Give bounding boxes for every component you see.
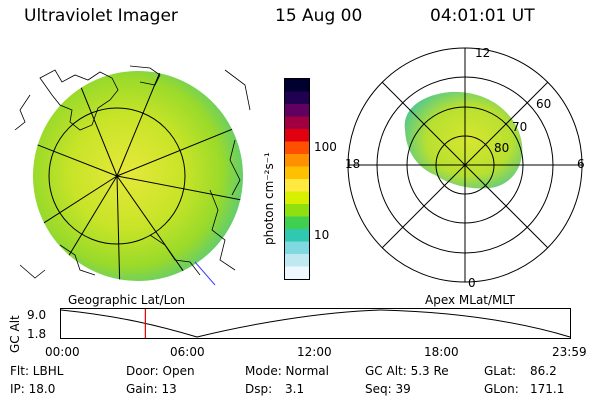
- geographic-disk: [33, 71, 243, 281]
- timeline-ytick-max: 9.0: [27, 308, 47, 322]
- info-flt: Flt: LBHL: [10, 364, 64, 378]
- colorbar: [284, 78, 310, 280]
- mlt-label-18: 18: [345, 157, 361, 171]
- geographic-image: [14, 65, 251, 286]
- colorbar-tick-100: 100: [314, 140, 337, 154]
- info-ip: IP: 18.0: [10, 382, 56, 396]
- colorbar-segment: [285, 141, 309, 155]
- orbit-altitude-curve: [60, 309, 571, 338]
- info-door: Door: Open: [126, 364, 195, 378]
- timeline-xtick-1800: 18:00: [424, 345, 459, 359]
- colorbar-segment: [285, 266, 309, 280]
- colorbar-segment: [285, 79, 309, 92]
- colorbar-segment: [285, 166, 309, 180]
- mlt-label-0: 0: [468, 276, 476, 290]
- timeline-xtick-1200: 12:00: [297, 345, 332, 359]
- lat-label-70: 70: [512, 120, 528, 134]
- info-gc-alt: GC Alt: 5.3 Re: [365, 364, 449, 378]
- timeline-ytick-min: 1.8: [27, 327, 47, 341]
- colorbar-segment: [285, 204, 309, 217]
- colorbar-unit-label: photon cm⁻²s⁻¹: [262, 152, 276, 245]
- colorbar-segment: [285, 129, 309, 142]
- mlt-label-6: 6: [577, 157, 585, 171]
- info-glon-value: 171.1: [530, 382, 565, 396]
- apex-panel-label: Apex MLat/MLT: [425, 293, 515, 307]
- terminator-line: [194, 261, 216, 286]
- timeline-frame: [60, 308, 571, 339]
- coastlines: [14, 65, 251, 279]
- time-label: 04:01:01 UT: [430, 6, 535, 26]
- colorbar-segment: [285, 254, 309, 267]
- timeline-xtick-0600: 06:00: [170, 345, 205, 359]
- colorbar-segment: [285, 116, 309, 130]
- info-gain: Gain: 13: [126, 382, 177, 396]
- info-glat-label: GLat:: [484, 364, 517, 378]
- polar-plot: [347, 47, 583, 283]
- info-dsp-label: Dsp:: [245, 382, 273, 396]
- timeline-xtick-2359: 23:59: [552, 345, 587, 359]
- mlt-label-12: 12: [475, 46, 491, 60]
- colorbar-segment: [285, 154, 309, 167]
- lat-label-60: 60: [536, 97, 552, 111]
- timeline-plot: [60, 308, 571, 339]
- info-mode: Mode: Normal: [245, 364, 329, 378]
- date-label: 15 Aug 00: [275, 6, 363, 26]
- info-seq: Seq: 39: [365, 382, 411, 396]
- geographic-panel-label: Geographic Lat/Lon: [68, 293, 186, 307]
- lat-label-80: 80: [494, 141, 510, 155]
- colorbar-segment: [285, 241, 309, 255]
- colorbar-segment: [285, 91, 309, 105]
- info-glat-value: 86.2: [530, 364, 557, 378]
- colorbar-segment: [285, 191, 309, 205]
- page-title: Ultraviolet Imager: [24, 6, 178, 26]
- timeline-axis-label: GC Alt: [8, 315, 22, 353]
- info-glon-label: GLon:: [484, 382, 519, 396]
- colorbar-segment: [285, 179, 309, 192]
- polar-axis-diag2: [381, 81, 549, 249]
- colorbar-frame: [284, 78, 310, 280]
- colorbar-segment: [285, 216, 309, 230]
- colorbar-segment: [285, 104, 309, 117]
- timeline-xtick-0000: 00:00: [45, 345, 80, 359]
- colorbar-segment: [285, 229, 309, 242]
- info-dsp-value: 3.1: [285, 382, 305, 396]
- colorbar-tick-10: 10: [314, 228, 330, 242]
